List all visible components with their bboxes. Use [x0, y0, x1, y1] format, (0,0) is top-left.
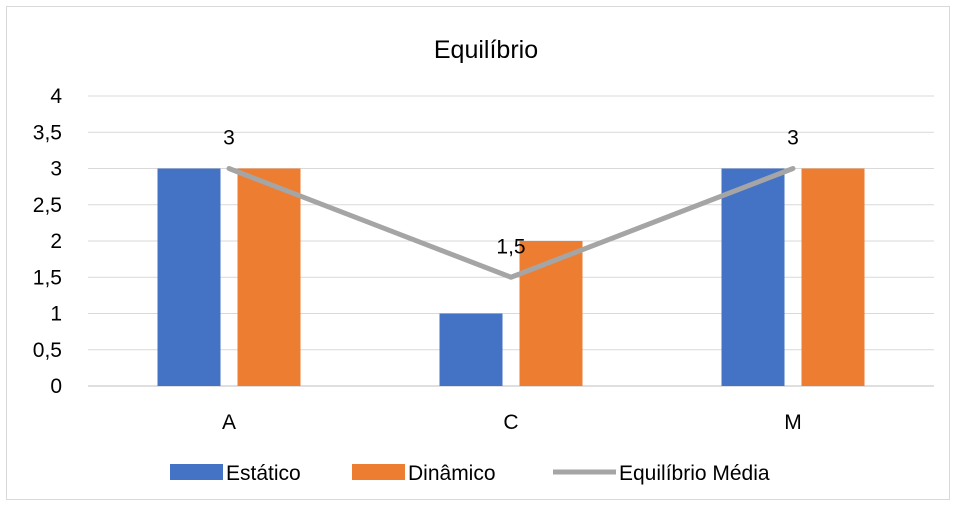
legend-label: Dinâmico	[408, 462, 496, 485]
legend-swatch-Estático	[170, 464, 223, 480]
bar-Estático-C	[439, 313, 503, 386]
legend-label: Equilíbrio Média	[619, 462, 770, 485]
bar-Dinâmico-M	[801, 168, 865, 386]
data-label: 3	[223, 127, 235, 150]
x-category-label: M	[784, 411, 802, 434]
average-line	[226, 166, 796, 280]
bar-Estático-M	[721, 168, 785, 386]
y-tick-label: 0	[50, 375, 62, 398]
data-label: 1,5	[496, 235, 525, 258]
legend-swatch-Dinâmico	[352, 464, 405, 480]
line-Equilíbrio Média	[226, 166, 796, 280]
y-tick-label: 1	[50, 303, 62, 326]
bar-Estático-A	[157, 168, 221, 386]
legend: Estático Dinâmico Equilíbrio Média	[170, 462, 770, 485]
x-category-label: C	[503, 411, 518, 434]
y-axis-ticks: 0 0,5 1 1,5 2 2,5 3 3,5 4	[33, 85, 63, 398]
y-tick-label: 2	[50, 230, 62, 253]
y-tick-label: 0,5	[33, 339, 62, 362]
data-labels: 31,53	[223, 127, 799, 259]
y-tick-label: 4	[50, 85, 62, 108]
bar-Dinâmico-C	[519, 241, 583, 386]
bars	[157, 168, 865, 386]
y-tick-label: 1,5	[33, 266, 62, 289]
y-tick-label: 2,5	[33, 194, 62, 217]
data-label: 3	[787, 127, 799, 150]
legend-label: Estático	[226, 462, 301, 485]
y-tick-label: 3	[50, 158, 62, 181]
bar-Dinâmico-A	[237, 168, 301, 386]
x-category-label: A	[222, 411, 236, 434]
y-tick-label: 3,5	[33, 121, 62, 144]
chart-title: Equilíbrio	[434, 36, 538, 64]
